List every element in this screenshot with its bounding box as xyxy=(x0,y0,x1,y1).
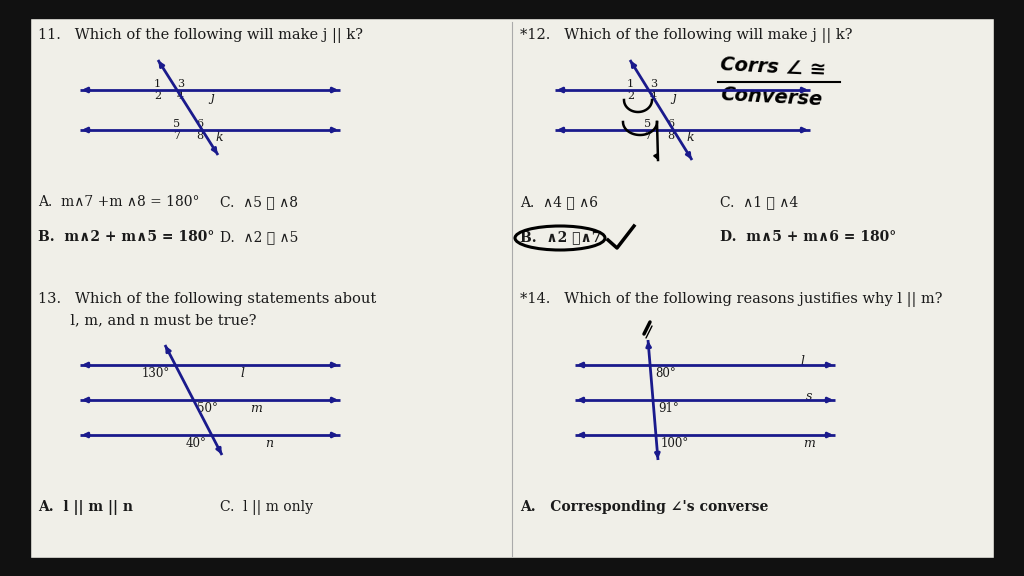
Text: 8: 8 xyxy=(196,131,203,141)
Text: 5: 5 xyxy=(173,119,180,129)
Bar xyxy=(0,558,1024,576)
Text: *12.   Which of the following will make j || k?: *12. Which of the following will make j … xyxy=(520,28,853,43)
Text: 4: 4 xyxy=(177,91,184,101)
Text: 80°: 80° xyxy=(655,367,676,380)
Text: 7: 7 xyxy=(644,131,651,141)
Text: C.  ∧5 ≅ ∧8: C. ∧5 ≅ ∧8 xyxy=(220,195,298,209)
Text: 2: 2 xyxy=(627,91,634,101)
Text: n: n xyxy=(265,437,273,450)
Bar xyxy=(994,0,1024,576)
Text: 1: 1 xyxy=(627,79,634,89)
Text: D.  ∧2 ≅ ∧5: D. ∧2 ≅ ∧5 xyxy=(220,230,298,244)
Text: Corrs ∠ ≅: Corrs ∠ ≅ xyxy=(720,55,826,79)
Text: 6: 6 xyxy=(196,119,203,129)
Text: j: j xyxy=(210,91,214,104)
Text: m: m xyxy=(803,437,815,450)
Text: A.  l || m || n: A. l || m || n xyxy=(38,500,133,515)
Text: 2: 2 xyxy=(154,91,161,101)
Text: 100°: 100° xyxy=(660,437,689,450)
Text: C.  ∧1 ≅ ∧4: C. ∧1 ≅ ∧4 xyxy=(720,195,799,209)
Text: 8: 8 xyxy=(667,131,674,141)
Text: 13.   Which of the following statements about: 13. Which of the following statements ab… xyxy=(38,292,376,306)
Text: D.  m∧5 + m∧6 = 180°: D. m∧5 + m∧6 = 180° xyxy=(720,230,896,244)
Text: *14.   Which of the following reasons justifies why l || m?: *14. Which of the following reasons just… xyxy=(520,292,942,307)
Bar xyxy=(0,0,1024,18)
Text: l: l xyxy=(800,355,804,368)
Text: 1: 1 xyxy=(154,79,161,89)
Text: 11.   Which of the following will make j || k?: 11. Which of the following will make j |… xyxy=(38,28,362,43)
Text: 3: 3 xyxy=(650,79,657,89)
Text: 40°: 40° xyxy=(185,437,207,450)
Text: 6: 6 xyxy=(667,119,674,129)
Text: A.   Corresponding ∠'s converse: A. Corresponding ∠'s converse xyxy=(520,500,768,514)
Text: A.  m∧7 +m ∧8 = 180°: A. m∧7 +m ∧8 = 180° xyxy=(38,195,200,209)
Bar xyxy=(0,0,30,576)
Text: 91°: 91° xyxy=(658,402,679,415)
Text: l: l xyxy=(240,367,244,380)
Text: C.  l || m only: C. l || m only xyxy=(220,500,313,515)
Text: 5: 5 xyxy=(644,119,651,129)
Text: A.  ∧4 ≅ ∧6: A. ∧4 ≅ ∧6 xyxy=(520,195,598,209)
Text: j: j xyxy=(672,91,676,104)
Text: s: s xyxy=(806,390,812,403)
Text: 3: 3 xyxy=(177,79,184,89)
Text: m: m xyxy=(250,402,262,415)
Text: k: k xyxy=(686,131,693,144)
Text: 50°: 50° xyxy=(197,402,217,415)
Text: B.  m∧2 + m∧5 = 180°: B. m∧2 + m∧5 = 180° xyxy=(38,230,214,244)
Text: 7: 7 xyxy=(173,131,180,141)
Text: 130°: 130° xyxy=(142,367,170,380)
Text: l, m, and n must be true?: l, m, and n must be true? xyxy=(38,313,256,327)
Text: k: k xyxy=(215,131,222,144)
Text: Converse: Converse xyxy=(720,85,823,109)
Text: 4: 4 xyxy=(650,91,657,101)
Text: B.  ∧2 ≅∧7: B. ∧2 ≅∧7 xyxy=(520,230,601,244)
